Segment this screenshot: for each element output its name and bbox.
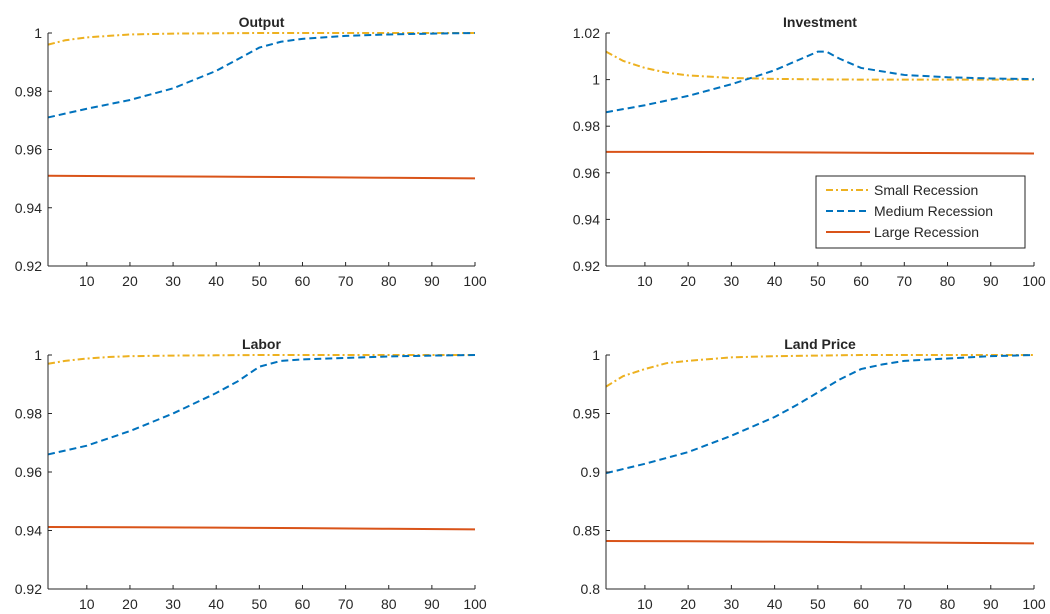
x-tick-label: 50	[252, 596, 268, 612]
x-tick-label: 10	[637, 273, 653, 289]
y-tick-label: 0.94	[573, 211, 600, 227]
series-line-small	[605, 354, 1034, 388]
series-line-large	[605, 150, 1035, 155]
x-tick-label: 80	[940, 273, 956, 289]
series-line-small	[47, 32, 475, 46]
x-tick-label: 80	[381, 273, 397, 289]
y-tick-label: 1	[34, 347, 42, 363]
panel-output: Output 10 20 30 40 50 60 70 80 90 100 0.92 0.94 0.96 0…	[15, 14, 487, 289]
y-tick-label: 0.92	[573, 258, 600, 274]
x-tick-label: 20	[122, 596, 138, 612]
y-tick-label: 0.8	[581, 581, 601, 597]
y-tick-label: 0.94	[15, 523, 42, 539]
y-tick-label: 0.95	[573, 406, 600, 422]
y-tick-label: 0.96	[15, 142, 42, 158]
panel-title: Output	[239, 14, 285, 30]
x-tick-label: 50	[810, 273, 826, 289]
x-tick-label: 20	[122, 273, 138, 289]
panel-land-price: Land Price 10 20 30 40 50 60 70 80 90 100 0.8 0.85 0.…	[573, 336, 1046, 612]
series-line-medium	[47, 32, 476, 119]
panel-investment: Investment 10 20 30 40 50 60 70 80 90 100 0.92 0.94 0…	[573, 14, 1046, 289]
x-tick-label: 10	[79, 273, 95, 289]
y-tick-label: 0.98	[15, 406, 42, 422]
series-line-large	[605, 540, 1035, 545]
y-tick-label: 0.92	[15, 258, 42, 274]
x-tick-label: 90	[983, 273, 999, 289]
x-tick-label: 10	[637, 596, 653, 612]
y-tick-label: 0.96	[573, 165, 600, 181]
series-line-large	[47, 174, 476, 180]
x-tick-label: 60	[853, 273, 869, 289]
x-tick-label: 90	[983, 596, 999, 612]
series-line-small	[605, 50, 1034, 81]
x-tick-label: 20	[680, 273, 696, 289]
x-tick-label: 60	[295, 596, 311, 612]
x-tick-label: 40	[208, 596, 224, 612]
x-tick-label: 100	[1022, 596, 1046, 612]
panel-title: Investment	[783, 14, 857, 30]
legend: Small Recession Medium Recession Large Rec…	[815, 175, 1026, 249]
x-tick-label: 100	[1022, 273, 1046, 289]
y-tick-label: 0.94	[15, 200, 42, 216]
x-tick-label: 70	[338, 596, 354, 612]
y-tick-label: 0.98	[573, 118, 600, 134]
y-tick-label: 0.92	[15, 581, 42, 597]
y-tick-label: 1	[34, 25, 42, 41]
series-line-medium	[605, 50, 1035, 114]
legend-label-large: Large Recession	[874, 224, 979, 240]
series-line-medium	[47, 354, 476, 456]
x-tick-label: 30	[724, 596, 740, 612]
x-tick-label: 70	[897, 273, 913, 289]
y-tick-label: 0.85	[573, 523, 600, 539]
x-tick-label: 10	[79, 596, 95, 612]
x-tick-label: 40	[767, 596, 783, 612]
x-tick-label: 90	[424, 273, 440, 289]
y-tick-label: 0.96	[15, 464, 42, 480]
x-tick-label: 80	[381, 596, 397, 612]
series-line-large	[47, 525, 476, 531]
x-tick-label: 60	[295, 273, 311, 289]
legend-label-medium: Medium Recession	[874, 203, 993, 219]
x-tick-label: 40	[208, 273, 224, 289]
y-tick-label: 0.98	[15, 83, 42, 99]
x-tick-label: 20	[680, 596, 696, 612]
series-line-medium	[605, 354, 1035, 475]
y-tick-label: 1	[592, 347, 600, 363]
y-tick-label: 0.9	[581, 464, 601, 480]
x-tick-label: 30	[165, 273, 181, 289]
x-tick-label: 30	[165, 596, 181, 612]
x-tick-label: 60	[853, 596, 869, 612]
legend-label-small: Small Recession	[874, 182, 978, 198]
x-tick-label: 50	[252, 273, 268, 289]
series-line-small	[47, 354, 475, 365]
x-tick-label: 100	[463, 596, 487, 612]
y-tick-label: 1	[592, 72, 600, 88]
x-tick-label: 70	[897, 596, 913, 612]
panel-title: Land Price	[784, 336, 856, 352]
x-tick-label: 40	[767, 273, 783, 289]
x-tick-label: 80	[940, 596, 956, 612]
x-tick-label: 50	[810, 596, 826, 612]
x-tick-label: 90	[424, 596, 440, 612]
x-tick-label: 100	[463, 273, 487, 289]
x-tick-label: 30	[724, 273, 740, 289]
y-tick-label: 1.02	[573, 25, 600, 41]
x-tick-label: 70	[338, 273, 354, 289]
panel-labor: Labor 10 20 30 40 50 60 70 80 90 100 0.92 0.94 0.96 0.…	[15, 336, 487, 612]
panel-title: Labor	[242, 336, 281, 352]
